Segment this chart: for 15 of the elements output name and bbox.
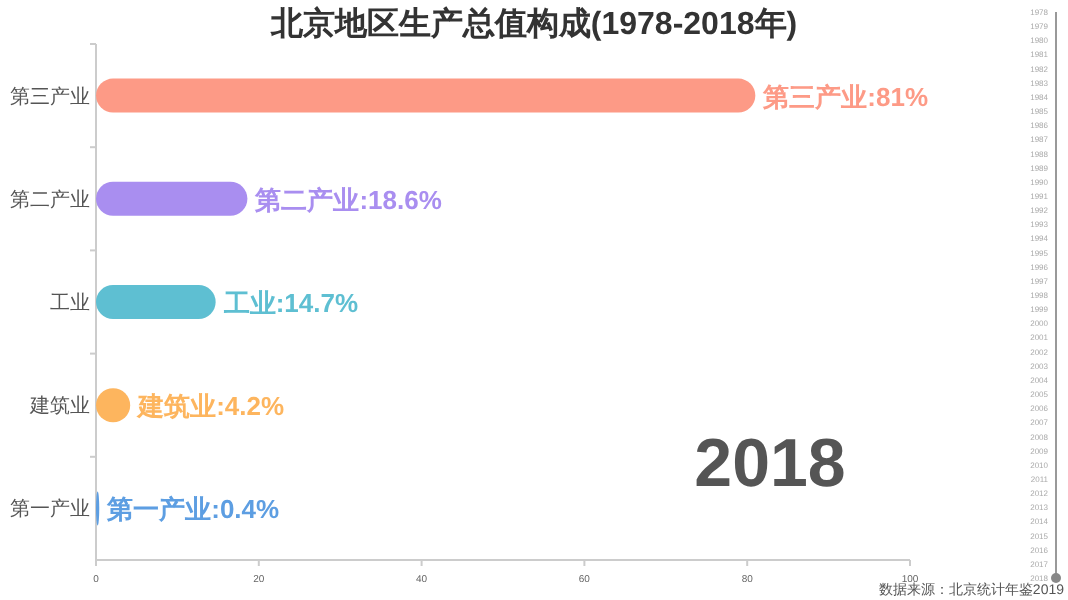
y-tick-label: 工业 (50, 291, 90, 315)
y-tick-label: 第三产业 (10, 84, 90, 109)
y-tick-label: 第一产业 (10, 497, 90, 522)
bar (96, 78, 756, 113)
chart-title: 北京地区生产总值构成(1978-2018年) (268, 6, 798, 42)
y-tick-label: 第二产业 (10, 187, 90, 212)
data-label: 建筑业:4.2% (136, 391, 285, 422)
data-label: 第二产业:18.6% (253, 184, 443, 215)
bar (96, 181, 248, 216)
data-label: 第三产业:81% (761, 81, 929, 112)
data-label: 工业:14.7% (221, 288, 359, 318)
bar (96, 285, 216, 319)
y-tick-label: 建筑业 (28, 394, 90, 419)
annotation: 2018 (694, 426, 846, 502)
data-label: 第一产业:0.4% (105, 494, 281, 525)
